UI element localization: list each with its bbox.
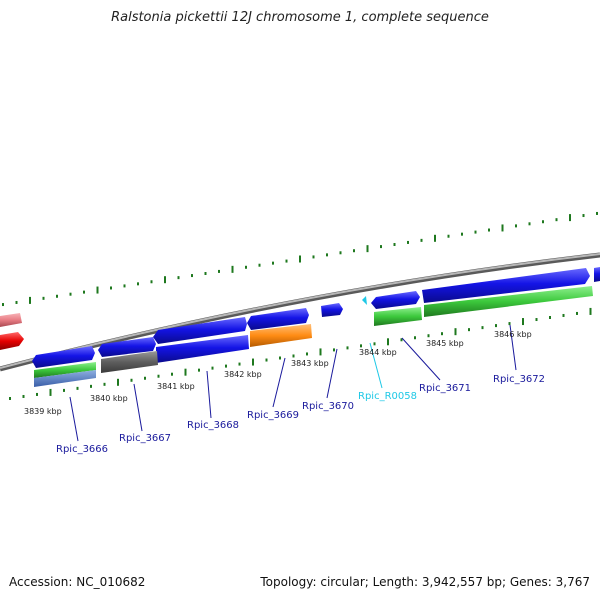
leader-rpic-3668 [206,370,212,419]
gene-arrow-rpic-3672-fwd [422,268,590,303]
leader-rpic-3667 [133,383,143,432]
kbp-label: 3840 kbp [90,394,128,403]
gray-gene-feature [101,351,158,373]
gene-arrow-rpic-3671 [371,291,420,309]
green-gene-block [424,286,593,317]
gene-label-rpic-r0058: Rpic_R0058 [358,391,417,402]
gene-arrow-rpic-3667 [98,337,156,357]
kbp-label: 3843 kbp [291,359,329,368]
leader-rpic-3672 [509,324,517,371]
leader-rpic-3669 [272,357,286,408]
kbp-label: 3842 kbp [224,370,262,379]
gene-arrow-rpic-3670 [321,303,343,317]
gene-label-rpic-3670: Rpic_3670 [302,401,354,412]
accession-text: Accession: NC_010682 [9,575,146,589]
gene-arrow-rpic-3666 [32,346,95,368]
kbp-label: 3844 kbp [359,348,397,357]
kbp-label: 3839 kbp [24,407,62,416]
gene-labels: Rpic_3666 Rpic_3667 Rpic_3668 Rpic_3669 … [56,374,545,455]
green-features-right [374,286,593,326]
gene-label-rpic-3672: Rpic_3672 [493,374,545,385]
kbp-labels: 3839 kbp 3840 kbp 3841 kbp 3842 kbp 3843… [24,330,532,416]
leader-rpic-3666 [69,396,79,442]
gene-arrow-rpic-3668-lower [156,335,249,363]
kbp-label: 3845 kbp [426,339,464,348]
gene-arrow-right-edge [594,267,600,282]
gene-arrow-rpic-3668-upper [153,317,247,344]
red-gene-feature [0,332,24,350]
kbp-label: 3841 kbp [157,382,195,391]
inner-ruler-ticks [9,307,592,400]
leader-rpic-r0058 [369,342,383,389]
gene-label-rpic-3667: Rpic_3667 [119,433,171,444]
map-title: Ralstonia pickettii 12J chromosome 1, co… [111,10,489,25]
steel-gene-feature-left [34,370,96,387]
outer-ruler-ticks [2,211,598,307]
label-leader-lines [69,324,517,442]
gene-label-rpic-3669: Rpic_3669 [247,410,299,421]
green-gene-block-small [374,307,422,326]
kbp-label: 3846 kbp [494,330,532,339]
gene-label-rpic-3668: Rpic_3668 [187,420,239,431]
gene-arrow-rpic-3669 [247,308,309,330]
gene-label-rpic-3671: Rpic_3671 [419,383,471,394]
leader-rpic-3671 [401,337,441,381]
orange-gene-feature [250,324,312,347]
rna-feature-rpic-r0058 [362,296,367,305]
left-edge-features [0,313,24,350]
reverse-strand-genes [32,308,312,387]
gene-label-rpic-3666: Rpic_3666 [56,444,108,455]
leader-rpic-3670 [326,348,338,399]
green-gene-feature-left [34,362,96,378]
pink-gene-feature [0,313,22,327]
topology-text: Topology: circular; Length: 3,942,557 bp… [260,575,590,589]
forward-strand-genes [321,267,600,317]
